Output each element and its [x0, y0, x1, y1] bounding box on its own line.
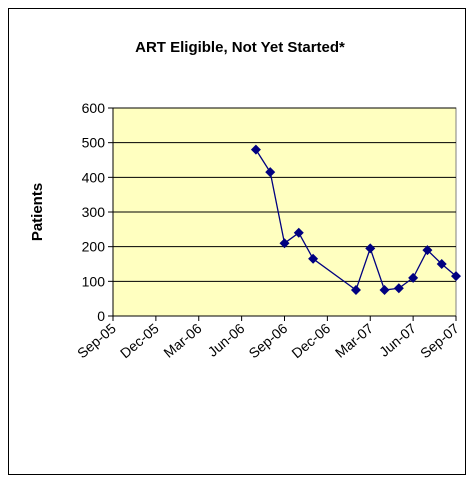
- data-point: [365, 243, 376, 254]
- data-point: [393, 283, 404, 294]
- data-point: [451, 271, 461, 282]
- data-point: [350, 285, 361, 295]
- data-point: [308, 253, 319, 264]
- data-point: [408, 272, 419, 283]
- data-point: [279, 238, 290, 249]
- y-tick-label: 100: [82, 273, 106, 289]
- data-point: [422, 245, 433, 256]
- data-point: [293, 227, 304, 238]
- data-point: [265, 167, 276, 178]
- y-tick-label: 600: [82, 100, 106, 116]
- chart-title: ART Eligible, Not Yet Started*: [135, 39, 345, 56]
- y-tick-label: 200: [82, 239, 106, 255]
- data-point: [250, 144, 261, 155]
- y-axis-label: Patients: [29, 183, 46, 241]
- y-tick-label: 300: [82, 204, 106, 220]
- y-tick-label: 0: [97, 308, 105, 324]
- data-point: [379, 285, 390, 295]
- y-tick-label: 400: [82, 169, 106, 185]
- data-point: [436, 259, 447, 269]
- y-tick-label: 500: [82, 135, 106, 151]
